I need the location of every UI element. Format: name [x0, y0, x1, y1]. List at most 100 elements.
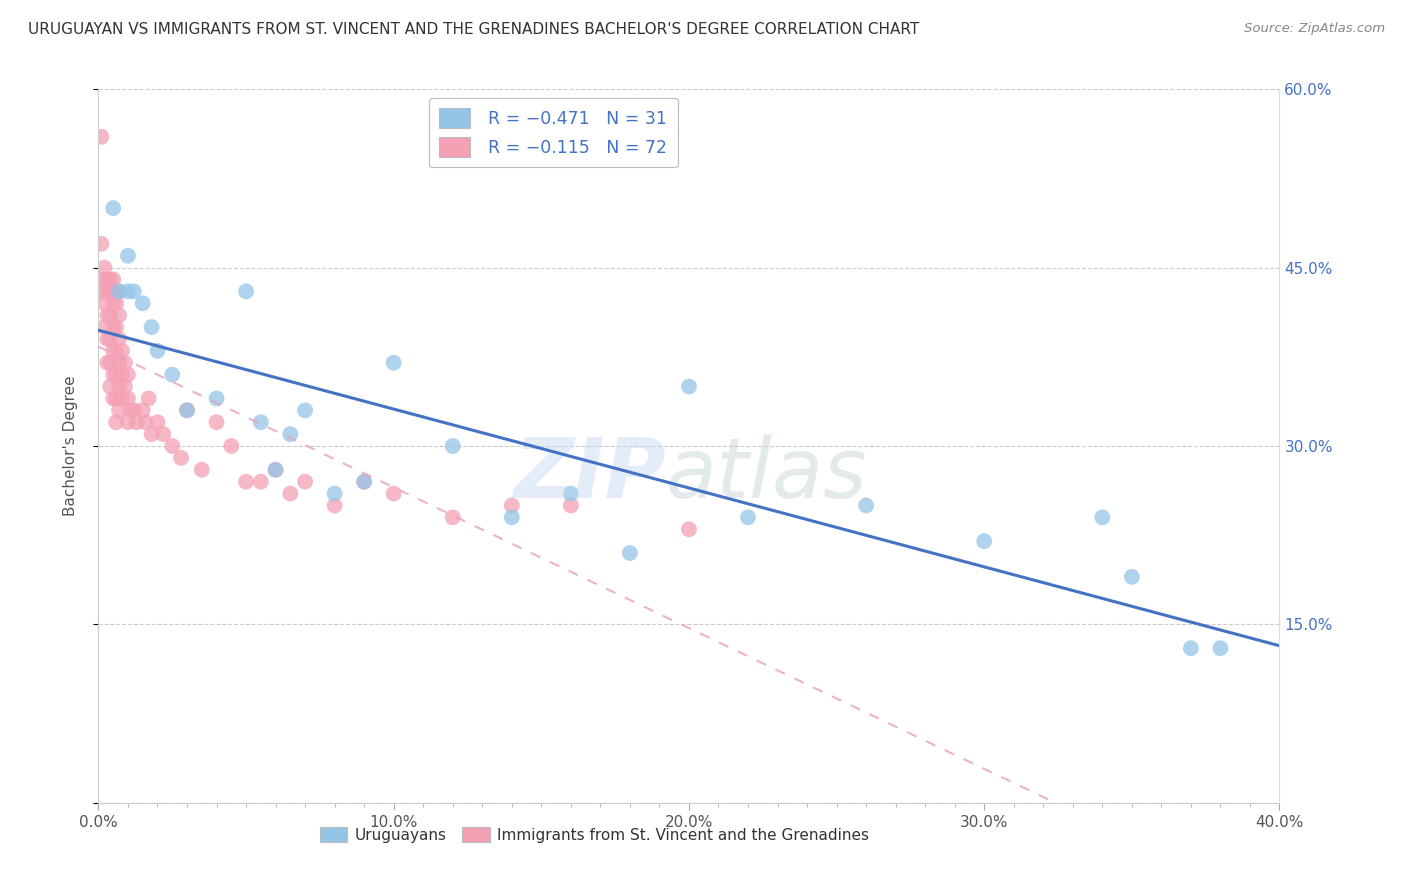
Point [855, 499, 877, 513]
Point [90, 129, 112, 144]
Point [122, 285, 145, 299]
Point [96, 285, 118, 299]
Point [146, 415, 169, 429]
Legend: Uruguayans, Immigrants from St. Vincent and the Grenadines: Uruguayans, Immigrants from St. Vincent … [314, 821, 876, 848]
Point [235, 285, 257, 299]
Point [96, 272, 118, 286]
Point [117, 368, 139, 382]
Point [170, 450, 193, 465]
Point [221, 439, 243, 453]
Point [264, 463, 287, 477]
Point [111, 368, 134, 382]
Point [122, 403, 145, 417]
Point [117, 392, 139, 406]
Point [135, 415, 157, 429]
Point [117, 415, 139, 429]
Point [111, 343, 134, 358]
Point [108, 379, 131, 393]
Point [103, 320, 125, 334]
Point [120, 403, 142, 417]
Point [294, 403, 316, 417]
Point [93, 272, 115, 286]
Point [108, 403, 131, 417]
Point [191, 463, 214, 477]
Point [90, 236, 112, 251]
Point [678, 522, 700, 536]
Point [250, 415, 273, 429]
Point [1209, 641, 1232, 656]
Point [141, 320, 163, 334]
Point [678, 379, 700, 393]
Point [1180, 641, 1202, 656]
Point [98, 308, 121, 322]
Point [132, 403, 155, 417]
Point [560, 486, 582, 500]
Point [353, 475, 375, 489]
Point [205, 392, 228, 406]
Point [105, 368, 128, 382]
Point [501, 499, 523, 513]
Point [93, 296, 115, 310]
Point [280, 427, 302, 442]
Point [162, 368, 183, 382]
Y-axis label: Bachelor's Degree: Bachelor's Degree [63, 376, 77, 516]
Point [132, 296, 155, 310]
Point [96, 308, 118, 322]
Point [114, 379, 136, 393]
Point [250, 475, 273, 489]
Point [323, 486, 346, 500]
Point [93, 260, 115, 275]
Text: Source: ZipAtlas.com: Source: ZipAtlas.com [1244, 22, 1385, 36]
Point [294, 475, 316, 489]
Point [280, 486, 302, 500]
Point [382, 486, 405, 500]
Point [103, 368, 125, 382]
Point [98, 356, 121, 370]
Point [117, 285, 139, 299]
Point [105, 320, 128, 334]
Point [1091, 510, 1114, 524]
Point [560, 499, 582, 513]
Point [105, 415, 128, 429]
Point [441, 510, 464, 524]
Point [108, 285, 131, 299]
Point [382, 356, 405, 370]
Point [152, 427, 174, 442]
Point [90, 285, 112, 299]
Point [103, 392, 125, 406]
Point [125, 415, 148, 429]
Point [323, 499, 346, 513]
Point [176, 403, 198, 417]
Point [96, 332, 118, 346]
Point [108, 285, 131, 299]
Point [441, 439, 464, 453]
Point [501, 510, 523, 524]
Point [973, 534, 995, 549]
Point [108, 308, 131, 322]
Point [103, 296, 125, 310]
Point [105, 285, 128, 299]
Point [235, 475, 257, 489]
Point [737, 510, 759, 524]
Point [103, 201, 125, 215]
Text: atlas: atlas [665, 434, 868, 515]
Point [205, 415, 228, 429]
Point [1121, 570, 1143, 584]
Point [96, 356, 118, 370]
Point [111, 392, 134, 406]
Point [93, 320, 115, 334]
Point [619, 546, 641, 560]
Point [103, 272, 125, 286]
Point [176, 403, 198, 417]
Text: URUGUAYAN VS IMMIGRANTS FROM ST. VINCENT AND THE GRENADINES BACHELOR'S DEGREE CO: URUGUAYAN VS IMMIGRANTS FROM ST. VINCENT… [28, 22, 920, 37]
Point [98, 285, 121, 299]
Point [117, 249, 139, 263]
Point [105, 392, 128, 406]
Point [108, 332, 131, 346]
Point [98, 379, 121, 393]
Point [105, 296, 128, 310]
Point [146, 343, 169, 358]
Text: ZIP: ZIP [513, 434, 665, 515]
Point [353, 475, 375, 489]
Point [108, 356, 131, 370]
